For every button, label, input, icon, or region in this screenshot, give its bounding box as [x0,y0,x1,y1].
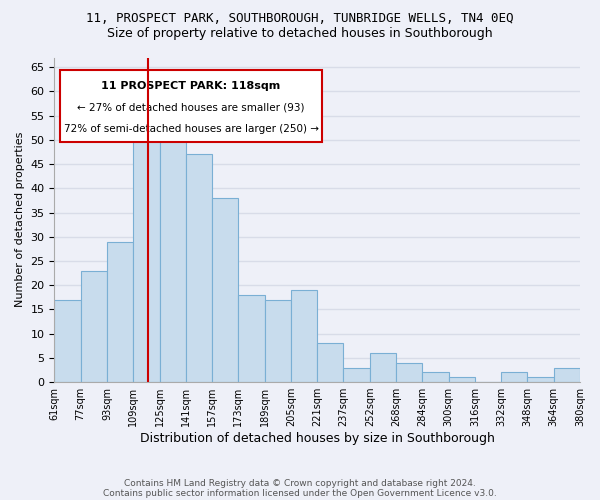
Y-axis label: Number of detached properties: Number of detached properties [15,132,25,308]
Bar [160,120,186,382]
Bar [501,372,527,382]
Bar [396,362,422,382]
Bar [527,377,554,382]
Bar [55,300,80,382]
FancyBboxPatch shape [59,70,322,142]
Text: 11, PROSPECT PARK, SOUTHBOROUGH, TUNBRIDGE WELLS, TN4 0EQ: 11, PROSPECT PARK, SOUTHBOROUGH, TUNBRID… [86,12,514,26]
Text: 72% of semi-detached houses are larger (250) →: 72% of semi-detached houses are larger (… [64,124,319,134]
Bar [133,135,160,382]
Text: ← 27% of detached houses are smaller (93): ← 27% of detached houses are smaller (93… [77,102,305,113]
Bar [212,198,238,382]
Bar [317,344,343,382]
Bar [238,295,265,382]
Bar [370,353,396,382]
Text: 11 PROSPECT PARK: 118sqm: 11 PROSPECT PARK: 118sqm [101,81,281,91]
Bar [186,154,212,382]
Bar [265,300,291,382]
Bar [554,368,580,382]
Bar [422,372,449,382]
Bar [449,377,475,382]
Text: Contains public sector information licensed under the Open Government Licence v3: Contains public sector information licen… [103,488,497,498]
Text: Contains HM Land Registry data © Crown copyright and database right 2024.: Contains HM Land Registry data © Crown c… [124,478,476,488]
Bar [343,368,370,382]
Bar [107,242,133,382]
Text: Size of property relative to detached houses in Southborough: Size of property relative to detached ho… [107,28,493,40]
Bar [291,290,317,382]
Bar [80,270,107,382]
X-axis label: Distribution of detached houses by size in Southborough: Distribution of detached houses by size … [140,432,494,445]
